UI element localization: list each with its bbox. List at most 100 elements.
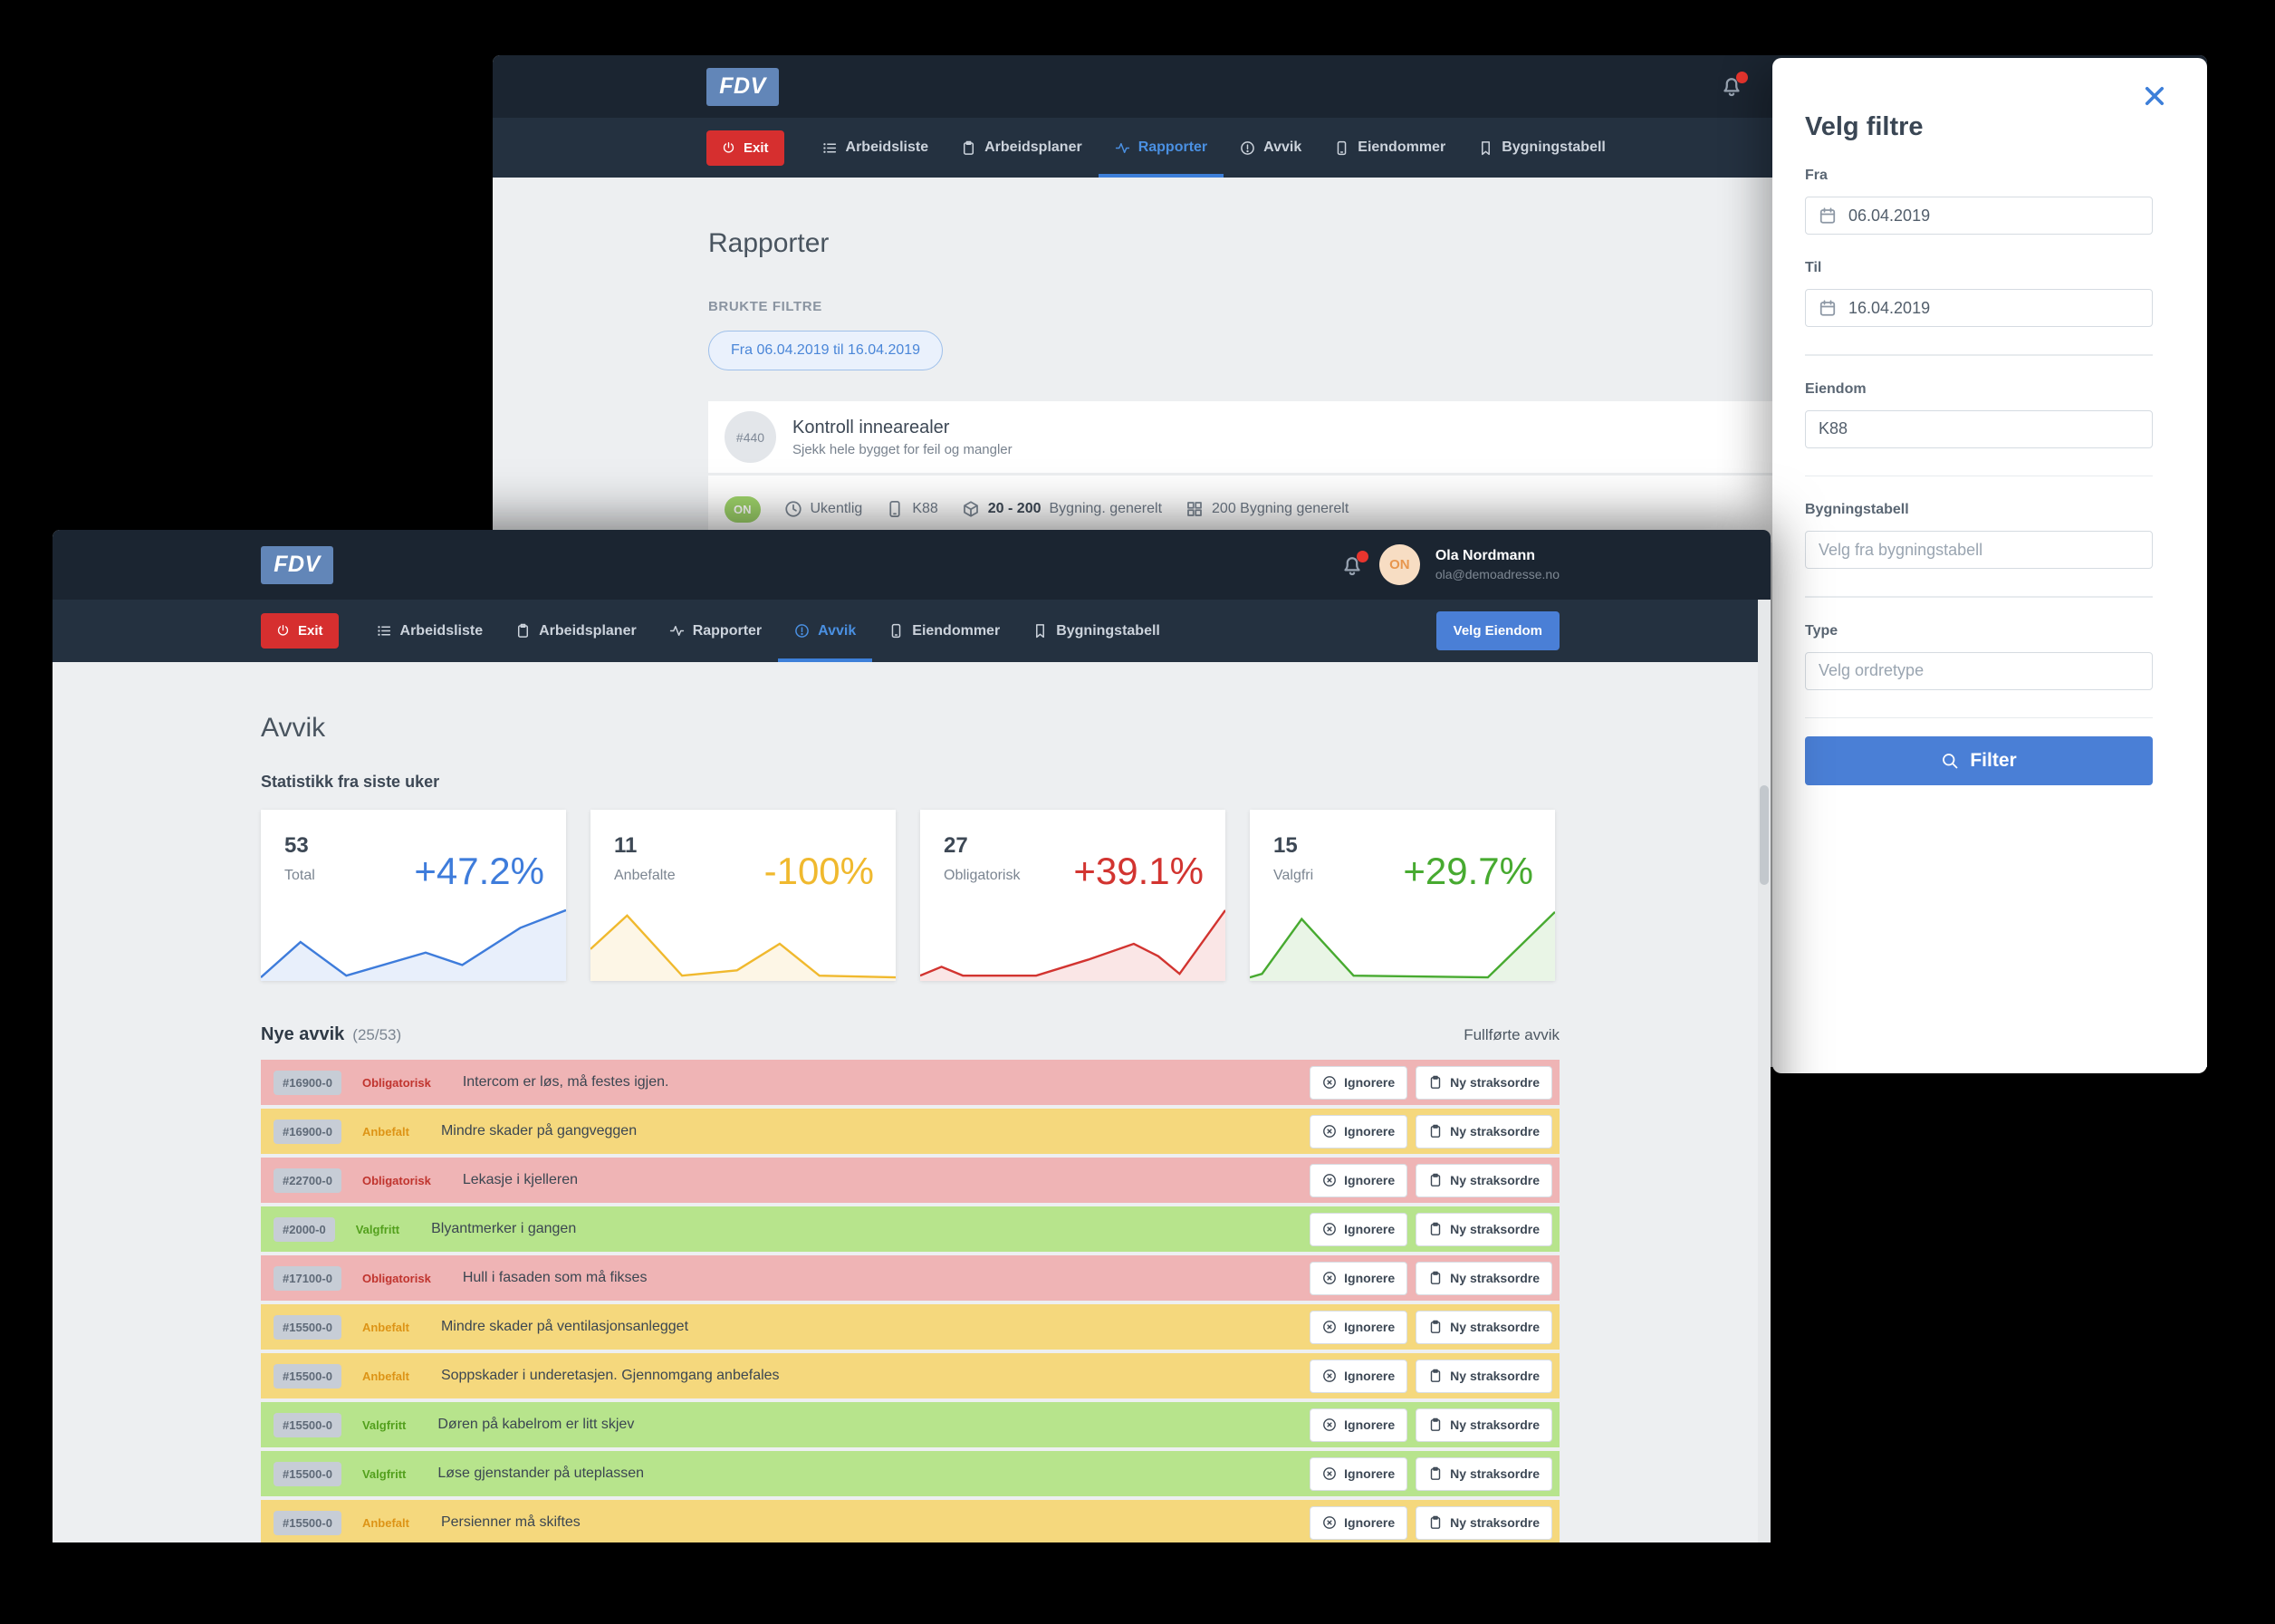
row-actions: Ignorere Ny straksordre [1310, 1261, 1552, 1295]
date-filter-chip[interactable]: Fra 06.04.2019 til 16.04.2019 [708, 331, 944, 370]
nav-item-arbeidsplaner[interactable]: Arbeidsplaner [945, 118, 1099, 178]
stat-card: 15 Valgfri +29.7% [1250, 810, 1555, 981]
nav-item-bygningstabell[interactable]: Bygningstabell [1462, 118, 1622, 178]
report-badge: #440 [725, 411, 776, 463]
ignore-button[interactable]: Ignorere [1310, 1163, 1408, 1197]
meta-item-k88: K88 [886, 500, 938, 518]
avatar[interactable]: ON [1378, 544, 1420, 585]
filter-input[interactable]: Velg fra bygningstabell [1805, 531, 2153, 569]
exit-button[interactable]: Exit [706, 130, 784, 166]
stat-label: Total [284, 868, 315, 883]
nav-item-eiendommer[interactable]: Eiendommer [1318, 118, 1462, 178]
category-pill: Anbefalt [361, 1320, 409, 1334]
close-icon[interactable] [2144, 85, 2165, 107]
scrollbar[interactable] [1758, 600, 1771, 1542]
row-description: Persienner må skiftes [440, 1514, 581, 1530]
exit-button[interactable]: Exit [261, 613, 339, 649]
clipboard-icon [1428, 1369, 1443, 1383]
nav-item-bygningstabell[interactable]: Bygningstabell [1016, 600, 1176, 662]
scrollbar-thumb[interactable] [1760, 785, 1769, 885]
ignore-button[interactable]: Ignorere [1310, 1359, 1408, 1393]
filter-input[interactable]: K88 [1805, 409, 2153, 448]
meta-item-200-bygning-generelt: 200 Bygning generelt [1185, 500, 1349, 518]
alert-circle-icon [794, 623, 810, 639]
row-description: Blyantmerker i gangen [431, 1221, 577, 1236]
row-actions: Ignorere Ny straksordre [1310, 1505, 1552, 1540]
new-order-button[interactable]: Ny straksordre [1416, 1212, 1552, 1246]
divider [1805, 475, 2153, 476]
id-pill: #15500-0 [274, 1510, 341, 1535]
stat-label: Anbefalte [614, 868, 676, 883]
report-title: Kontroll innearealer [792, 417, 950, 437]
nav-item-arbeidsliste[interactable]: Arbeidsliste [806, 118, 946, 178]
x-circle-icon [1322, 1271, 1337, 1285]
ignore-button[interactable]: Ignorere [1310, 1261, 1408, 1295]
stat-percent: -100% [763, 850, 874, 892]
fdv-logo: FDV [261, 545, 333, 584]
nav-item-rapporter[interactable]: Rapporter [653, 600, 778, 662]
nav-item-rapporter[interactable]: Rapporter [1098, 118, 1224, 178]
new-order-button[interactable]: Ny straksordre [1416, 1163, 1552, 1197]
tablet-icon [886, 500, 904, 518]
new-order-button[interactable]: Ny straksordre [1416, 1065, 1552, 1100]
nav-item-arbeidsliste[interactable]: Arbeidsliste [360, 600, 500, 662]
filter-input[interactable]: 16.04.2019 [1805, 289, 2153, 327]
id-pill: #16900-0 [274, 1119, 341, 1144]
bookmark-icon [1032, 623, 1048, 639]
ignore-button[interactable]: Ignorere [1310, 1212, 1408, 1246]
ignore-button[interactable]: Ignorere [1310, 1065, 1408, 1100]
filter-panel: Velg filtre Fra 06.04.2019 Til 16.04.201… [1772, 58, 2207, 1073]
filter-input[interactable]: 06.04.2019 [1805, 197, 2153, 235]
id-pill: #15500-0 [274, 1412, 341, 1437]
category-pill: Valgfritt [361, 1466, 407, 1481]
list-icon [822, 140, 838, 156]
new-order-button[interactable]: Ny straksordre [1416, 1505, 1552, 1540]
new-order-button[interactable]: Ny straksordre [1416, 1456, 1552, 1491]
bookmark-icon [1478, 140, 1493, 156]
notifications-bell[interactable] [1720, 72, 1748, 98]
stat-percent: +39.1% [1073, 850, 1204, 892]
ignore-button[interactable]: Ignorere [1310, 1114, 1408, 1148]
list-icon [377, 623, 392, 639]
nav-item-avvik[interactable]: Avvik [778, 600, 873, 662]
row-description: Soppskader i underetasjen. Gjennomgang a… [440, 1368, 780, 1383]
meta-item-ukentlig: Ukentlig [784, 500, 862, 518]
fdv-logo: FDV [706, 67, 779, 106]
filter-field-til: Til 16.04.2019 [1805, 260, 2153, 356]
stat-card: 11 Anbefalte -100% [590, 810, 896, 981]
row-description: Mindre skader på gangveggen [440, 1123, 638, 1139]
id-pill: #15500-0 [274, 1363, 341, 1389]
filter-input[interactable]: Velg ordretype [1805, 651, 2153, 690]
calendar-icon [1819, 299, 1837, 317]
calendar-icon [1819, 207, 1837, 225]
new-order-button[interactable]: Ny straksordre [1416, 1261, 1552, 1295]
stat-count: 11 [614, 833, 638, 858]
stats-row: 53 Total +47.2% 11 Anbefalte -100% [261, 810, 1771, 981]
new-order-button[interactable]: Ny straksordre [1416, 1359, 1552, 1393]
ignore-button[interactable]: Ignorere [1310, 1505, 1408, 1540]
id-pill: #2000-0 [274, 1216, 335, 1242]
nav-item-eiendommer[interactable]: Eiendommer [872, 600, 1016, 662]
ignore-button[interactable]: Ignorere [1310, 1310, 1408, 1344]
page-title: Avvik [261, 713, 326, 743]
nav-item-arbeidsplaner[interactable]: Arbeidsplaner [499, 600, 653, 662]
notifications-bell[interactable] [1340, 550, 1368, 577]
clipboard-icon [1428, 1124, 1443, 1139]
velg-eiendom-button[interactable]: Velg Eiendom [1435, 611, 1560, 650]
used-filters-label: BRUKTE FILTRE [708, 299, 822, 314]
ignore-button[interactable]: Ignorere [1310, 1408, 1408, 1442]
new-order-button[interactable]: Ny straksordre [1416, 1114, 1552, 1148]
ignore-button[interactable]: Ignorere [1310, 1456, 1408, 1491]
completed-deviations-link[interactable]: Fullførte avvik [1464, 1026, 1560, 1043]
tablet-icon [888, 623, 904, 639]
new-order-button[interactable]: Ny straksordre [1416, 1310, 1552, 1344]
nav-item-avvik[interactable]: Avvik [1224, 118, 1318, 178]
filter-submit-button[interactable]: Filter [1805, 736, 2153, 785]
alert-circle-icon [1240, 140, 1255, 156]
category-pill: Anbefalt [361, 1124, 409, 1139]
user-email: ola@demoadresse.no [1435, 567, 1560, 581]
new-order-button[interactable]: Ny straksordre [1416, 1408, 1552, 1442]
category-pill: Anbefalt [361, 1515, 409, 1530]
stat-label: Valgfri [1273, 868, 1314, 883]
